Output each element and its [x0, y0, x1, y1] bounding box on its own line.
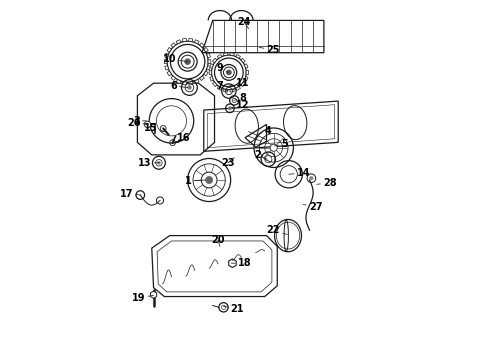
Text: 17: 17 [120, 189, 141, 199]
Polygon shape [182, 39, 187, 42]
Polygon shape [236, 86, 241, 90]
Circle shape [181, 55, 194, 68]
Circle shape [185, 59, 191, 64]
Text: 11: 11 [229, 78, 249, 88]
Polygon shape [167, 71, 171, 76]
Polygon shape [241, 58, 245, 63]
Text: 8: 8 [234, 93, 246, 103]
Text: 13: 13 [138, 158, 159, 168]
Polygon shape [207, 53, 211, 58]
Polygon shape [213, 82, 217, 87]
Text: 22: 22 [267, 225, 287, 235]
Text: 1: 1 [185, 176, 205, 186]
Circle shape [201, 172, 217, 188]
Text: 26: 26 [127, 118, 148, 128]
Polygon shape [200, 43, 204, 48]
Text: 4: 4 [258, 126, 271, 135]
Polygon shape [209, 70, 212, 75]
Polygon shape [204, 71, 208, 76]
Polygon shape [245, 64, 248, 68]
Polygon shape [223, 53, 228, 56]
Text: 21: 21 [223, 304, 244, 314]
Polygon shape [236, 54, 241, 58]
Circle shape [157, 161, 160, 164]
Polygon shape [165, 66, 169, 70]
Text: 2: 2 [254, 150, 267, 160]
Polygon shape [182, 82, 187, 85]
Text: 10: 10 [163, 54, 188, 64]
Polygon shape [167, 48, 171, 52]
Text: 28: 28 [317, 178, 337, 188]
Text: 24: 24 [238, 17, 251, 29]
Polygon shape [176, 80, 181, 84]
Polygon shape [165, 53, 169, 58]
Text: 9: 9 [217, 63, 228, 73]
Polygon shape [171, 43, 175, 48]
Polygon shape [246, 70, 248, 75]
Polygon shape [171, 76, 175, 81]
Polygon shape [217, 54, 222, 58]
Polygon shape [204, 48, 208, 52]
Text: 27: 27 [303, 202, 322, 212]
Polygon shape [230, 89, 234, 92]
Text: 14: 14 [289, 168, 311, 178]
Polygon shape [189, 39, 193, 42]
Text: 5: 5 [274, 139, 288, 149]
Polygon shape [176, 40, 181, 44]
Text: 19: 19 [132, 293, 153, 303]
Text: 3: 3 [133, 116, 147, 126]
Polygon shape [200, 76, 204, 81]
Circle shape [188, 86, 191, 89]
Circle shape [270, 144, 277, 151]
Polygon shape [150, 291, 157, 298]
Polygon shape [223, 89, 228, 92]
Polygon shape [245, 77, 248, 81]
Polygon shape [210, 64, 213, 68]
Text: 20: 20 [211, 235, 225, 246]
Circle shape [223, 67, 234, 78]
Polygon shape [241, 82, 245, 87]
Text: 23: 23 [221, 158, 235, 168]
Polygon shape [165, 60, 167, 64]
Polygon shape [213, 58, 217, 63]
Circle shape [310, 176, 313, 180]
Polygon shape [207, 66, 211, 70]
Text: 18: 18 [231, 258, 251, 268]
Circle shape [205, 176, 213, 184]
Text: 16: 16 [172, 133, 190, 143]
Polygon shape [210, 77, 213, 81]
Circle shape [144, 121, 151, 128]
Text: 6: 6 [170, 81, 188, 91]
Circle shape [226, 70, 231, 75]
Polygon shape [195, 40, 199, 44]
Polygon shape [230, 53, 234, 56]
Polygon shape [217, 86, 222, 90]
Polygon shape [195, 80, 199, 84]
Circle shape [149, 99, 194, 143]
Text: 25: 25 [259, 45, 280, 55]
Polygon shape [208, 60, 211, 64]
Text: 12: 12 [229, 100, 249, 111]
Text: 15: 15 [144, 123, 164, 133]
Polygon shape [189, 82, 193, 85]
Circle shape [228, 107, 232, 110]
Text: 7: 7 [216, 81, 228, 91]
